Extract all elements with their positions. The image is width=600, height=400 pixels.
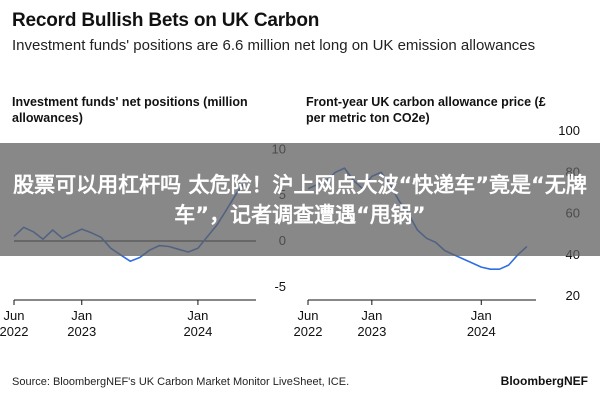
y-tick-label: -5 [274, 279, 286, 294]
x-tick-label: Jan 2024 [183, 308, 212, 339]
source-note: Source: BloombergNEF's UK Carbon Market … [12, 376, 350, 388]
panel-right-title: Front-year UK carbon allowance price (£ … [306, 95, 546, 125]
overlay-headline: 股票可以用杠杆吗 太危险！沪上网点大波“快递车”竟是“无牌车”，记者调查遭遇“甩… [13, 172, 587, 227]
y-tick-label: 20 [566, 288, 580, 303]
panel-left-title: Investment funds' net positions (million… [12, 95, 248, 125]
y-tick-label: 100 [558, 123, 580, 138]
x-tick-label: Jan 2023 [357, 308, 386, 339]
x-tick-label: Jan 2023 [67, 308, 96, 339]
x-tick-label: Jun 2022 [294, 308, 323, 339]
overlay-banner: 股票可以用杠杆吗 太危险！沪上网点大波“快递车”竟是“无牌车”，记者调查遭遇“甩… [0, 143, 600, 256]
chart-title: Record Bullish Bets on UK Carbon [12, 10, 320, 31]
brand-logo: BloombergNEF [500, 374, 588, 388]
x-tick-label: Jun 2022 [0, 308, 28, 339]
chart-subtitle: Investment funds' positions are 6.6 mill… [12, 37, 536, 54]
x-tick-label: Jan 2024 [467, 308, 496, 339]
